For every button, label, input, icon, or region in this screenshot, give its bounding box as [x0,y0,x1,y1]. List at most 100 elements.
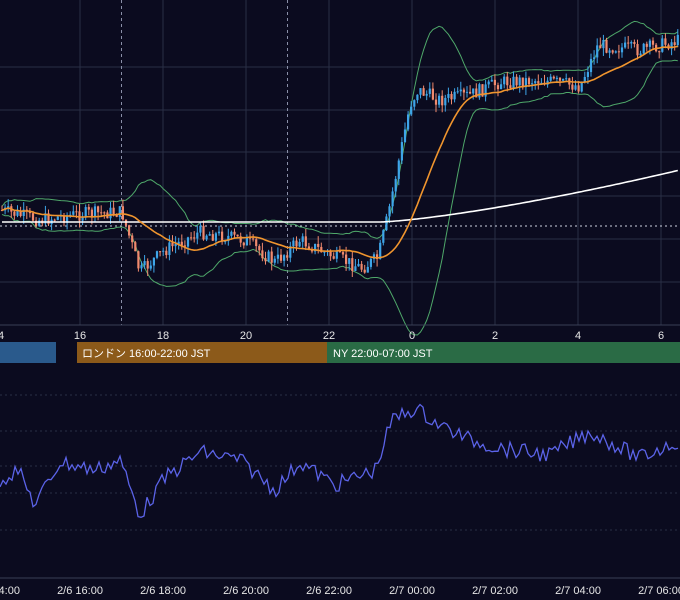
candle [506,76,509,86]
candle [283,255,286,261]
candle [258,246,261,251]
candle [22,209,25,216]
candle [202,225,205,240]
time-x-tick: 2/7 02:00 [472,585,518,597]
candle [289,246,292,258]
candle [574,85,577,90]
candle [670,42,673,49]
candle [208,234,211,236]
candle [78,211,81,221]
candle [140,265,143,269]
candle [369,258,372,267]
price-x-tick: 20 [240,330,252,342]
candle [475,88,478,98]
candle [422,88,425,96]
candle [382,230,385,243]
candle [230,231,233,236]
candle [118,206,121,217]
candle [75,211,78,213]
moving-average-short [1,45,678,259]
candle [335,250,338,259]
candle [428,88,431,94]
candle [583,76,586,82]
candle [242,242,245,246]
candle [624,42,627,48]
price-x-tick-partial: 4 [0,330,4,342]
time-x-tick: 2/6 20:00 [223,585,269,597]
candle [376,254,379,260]
price-x-tick: 16 [74,330,86,342]
candle [143,261,146,266]
candle [31,213,35,221]
candle [645,43,648,47]
candle [84,207,87,218]
candlesticks [0,29,679,277]
candle [341,252,345,255]
price-x-tick: 4 [575,330,581,342]
candle [391,191,394,207]
candle [633,42,636,45]
candle [320,246,323,253]
candle [434,99,438,105]
candle [214,233,217,241]
candle [593,57,596,59]
candle [531,83,534,85]
candle [627,42,630,44]
candle [72,211,75,215]
candle [137,251,140,269]
candle [100,212,103,214]
candle [459,89,462,92]
candle [53,219,56,221]
candle [484,84,487,97]
oscillator-panel [0,394,680,531]
candle [152,257,155,266]
candle [62,215,66,223]
candle [217,231,221,234]
candle [28,211,31,214]
candle [90,209,93,217]
candle [304,236,307,247]
candle [469,91,472,94]
candle [159,251,162,253]
candle [35,220,38,226]
candle [224,241,227,243]
candle [419,88,422,95]
candle [97,206,100,213]
price-x-tick: 18 [157,330,169,342]
candle [385,216,388,231]
candle [465,91,469,93]
candle [66,215,69,223]
time-x-tick: 2/7 00:00 [389,585,435,597]
candle [534,81,537,84]
candle [648,40,651,47]
price-x-tick: 22 [323,330,335,342]
candle [279,254,283,261]
candle [115,214,118,217]
candle [363,269,366,273]
candle [267,251,270,262]
candle [537,81,540,84]
candle [620,47,624,53]
price-panel [0,0,680,336]
candle [608,50,611,53]
candle [360,263,363,270]
candle [565,78,568,80]
candle [555,77,558,79]
candle [558,77,562,81]
candle [13,211,16,216]
candle [298,241,301,247]
price-x-tick: 0 [409,330,415,342]
candle [614,51,617,53]
time-x-tick: 2/7 06:00 [638,585,680,597]
candle [450,93,453,100]
bollinger-upper [1,20,679,239]
candle [462,89,465,93]
candle [379,242,382,260]
candle [16,210,19,216]
candle [248,237,252,239]
candle [177,241,180,244]
candle [134,242,137,252]
candle [190,237,193,239]
price-x-axis: 4 16 18 20 22 0 2 4 6 [0,330,664,342]
moving-average-long [2,169,678,223]
